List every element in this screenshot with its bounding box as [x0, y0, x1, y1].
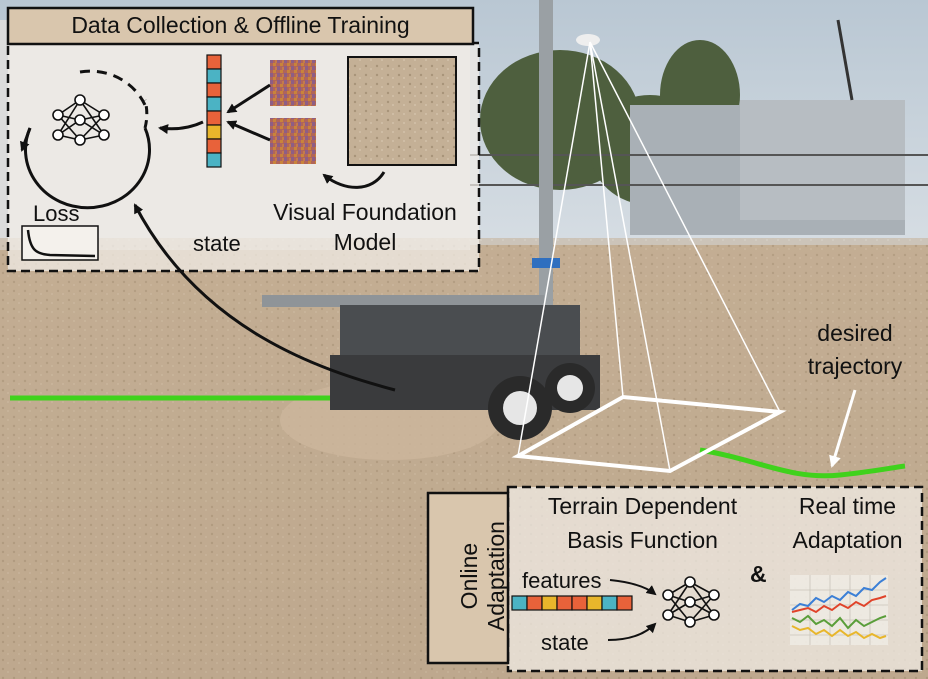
online-state-label: state: [541, 630, 589, 655]
sensor-mast: [532, 0, 600, 380]
map-to-vector-arrow-1: [226, 83, 271, 114]
feature-map-icon-2: [270, 118, 316, 164]
online-side-label-line2: Adaptation: [482, 521, 509, 632]
neural-network-icon: [52, 94, 110, 146]
loss-label: Loss: [33, 201, 80, 226]
online-adaptation-side-bar: [426, 491, 510, 665]
feature-vector-icon: [206, 54, 222, 168]
state-arrow: [607, 622, 657, 641]
training-loop-arrowhead: [20, 127, 32, 152]
desired-trajectory-arrow: [829, 389, 857, 468]
features-vector-icon: [511, 595, 633, 611]
loss-curve-icon: [21, 225, 99, 261]
realtime-line2: Adaptation: [792, 527, 903, 553]
vfm-arrow: [322, 171, 386, 189]
vector-to-nn-arrow: [158, 120, 204, 135]
basis-function-line2: Basis Function: [567, 527, 718, 553]
robot-data-arrow: [133, 203, 396, 392]
features-arrow: [609, 579, 657, 596]
terrain-image-icon: [347, 56, 457, 166]
training-loop-arrow: [24, 127, 151, 210]
realtime-line1: Real time: [798, 493, 897, 519]
mini-line-chart-icon: [790, 575, 888, 645]
trajectory-right: [699, 447, 906, 479]
map-to-vector-arrow-2: [226, 120, 271, 142]
online-side-label-line1: Online: [455, 542, 482, 610]
features-label: features: [522, 568, 602, 593]
ampersand: &: [750, 561, 767, 587]
feature-map-icon: [270, 60, 316, 106]
desired-trajectory-line1: desired: [817, 320, 893, 346]
vfm-label-line1: Visual Foundation: [273, 199, 457, 225]
desired-trajectory-line2: trajectory: [807, 353, 903, 379]
camera-frustum: [511, 41, 787, 474]
vfm-label-line2: Model: [333, 229, 397, 255]
state-label: state: [193, 231, 241, 256]
robot: [262, 295, 600, 440]
offline-training-title: Data Collection & Offline Training: [71, 12, 410, 38]
building: [630, 19, 905, 235]
offline-training-title-bar: [6, 6, 475, 46]
basis-function-line1: Terrain Dependent: [547, 493, 738, 519]
training-loop-dashed: [143, 99, 149, 129]
online-neural-network-icon: [662, 576, 720, 628]
training-loop-dashed-top: [79, 69, 147, 106]
